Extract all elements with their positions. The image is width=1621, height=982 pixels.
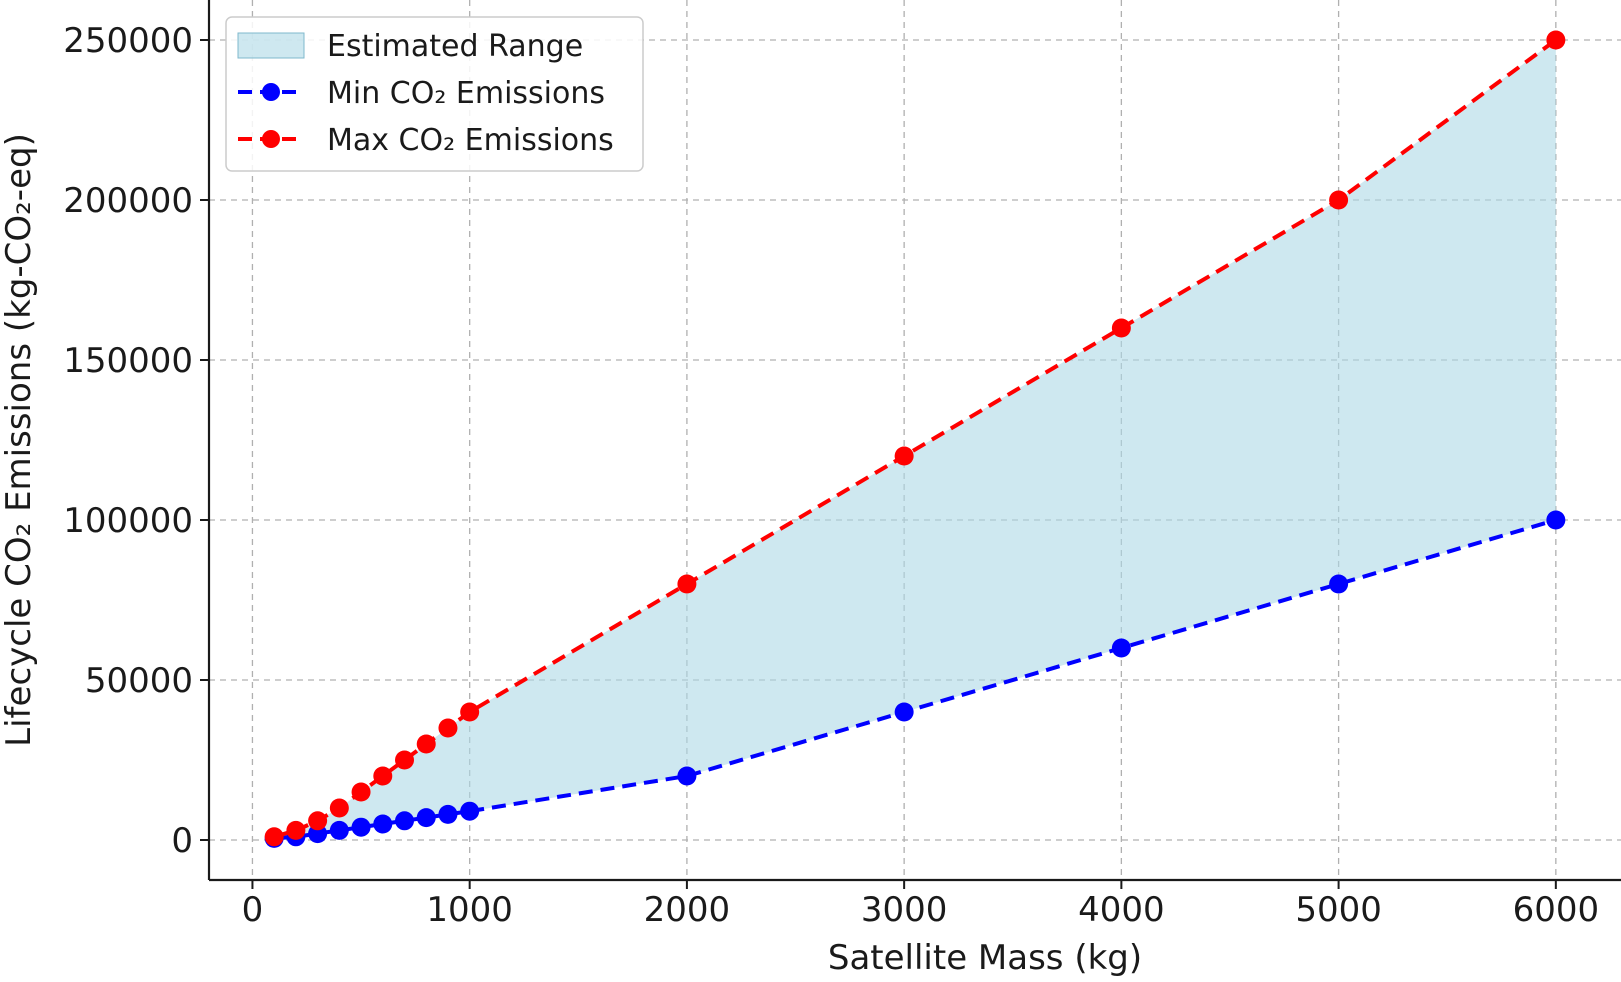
x-tick-label: 1000	[426, 890, 513, 930]
series-min-point	[373, 814, 393, 834]
y-tick-label: 0	[171, 821, 193, 861]
series-min-point	[1111, 638, 1131, 658]
legend-label-max: Max CO₂ Emissions	[327, 123, 614, 158]
series-min-point	[395, 811, 415, 831]
y-tick-label: 150000	[63, 341, 193, 381]
series-max-point	[373, 766, 393, 786]
y-axis-label: Lifecycle CO₂ Emissions (kg-CO₂-eq)	[0, 133, 39, 747]
series-min-point	[1329, 574, 1349, 594]
series-layer	[264, 30, 1566, 848]
series-max-point	[460, 702, 480, 722]
series-min-point	[1546, 510, 1566, 530]
legend-label-range: Estimated Range	[327, 29, 583, 64]
series-max-point	[1546, 30, 1566, 50]
series-min-point	[460, 801, 480, 821]
y-tick-label: 50000	[85, 661, 193, 701]
series-max-point	[286, 820, 306, 840]
x-tick-label: 0	[242, 890, 264, 930]
legend: Estimated Range Min CO₂ Emissions Max CO…	[225, 16, 644, 172]
series-max-point	[395, 750, 415, 770]
series-min-point	[438, 804, 458, 824]
legend-max-marker	[262, 130, 280, 148]
series-max-point	[1111, 318, 1131, 338]
legend-min-marker	[262, 83, 280, 101]
axes	[207, 0, 1621, 882]
x-tick-label: 4000	[1078, 890, 1165, 930]
y-tick-label: 100000	[63, 501, 193, 541]
y-tick-label: 200000	[63, 181, 193, 221]
x-axis-label: Satellite Mass (kg)	[828, 938, 1142, 978]
y-tick-label: 250000	[63, 21, 193, 61]
legend-fill-swatch	[237, 32, 305, 59]
series-min-point	[416, 808, 436, 828]
legend-label-min: Min CO₂ Emissions	[327, 76, 605, 111]
x-tick-label: 3000	[861, 890, 948, 930]
series-max-point	[1329, 190, 1349, 210]
x-tick-label: 5000	[1295, 890, 1382, 930]
legend-box	[225, 16, 644, 172]
series-max-point	[894, 446, 914, 466]
series-max-point	[438, 718, 458, 738]
series-max-point	[308, 811, 328, 831]
series-max-point	[264, 827, 284, 847]
x-tick-label: 2000	[644, 890, 731, 930]
series-max-point	[351, 782, 371, 802]
series-max-point	[677, 574, 697, 594]
x-tick-label: 6000	[1513, 890, 1600, 930]
series-min-point	[329, 820, 349, 840]
series-min-point	[894, 702, 914, 722]
series-min-point	[351, 817, 371, 837]
ticks: 0 1000 2000 3000 4000 5000 6000 0 50000 100000 150…	[63, 21, 1599, 930]
series-max-point	[329, 798, 349, 818]
series-min-point	[677, 766, 697, 786]
series-max-point	[416, 734, 436, 754]
